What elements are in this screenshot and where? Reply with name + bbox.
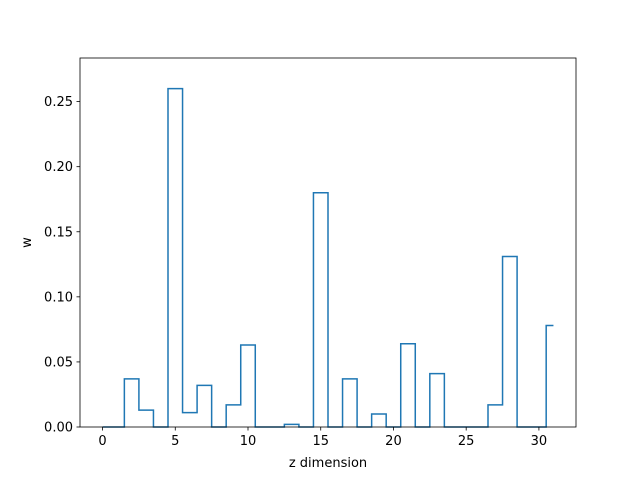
y-axis-title: w <box>20 237 35 248</box>
y-tick-label: 0.15 <box>44 225 73 240</box>
x-tick-label: 0 <box>98 434 106 449</box>
y-tick-label: 0.00 <box>44 421 73 436</box>
y-tick-label: 0.05 <box>44 355 73 370</box>
x-tick-label: 10 <box>240 434 257 449</box>
axes-frame <box>79 57 577 428</box>
x-tick-label: 30 <box>531 434 548 449</box>
x-tick-label: 25 <box>458 434 475 449</box>
axes-spines <box>79 57 577 428</box>
y-axis: 0.00 0.05 0.10 0.15 0.20 0.25 <box>44 95 80 436</box>
y-tick-label: 0.20 <box>44 160 73 175</box>
x-tick-label: 5 <box>171 434 179 449</box>
x-tick-label: 15 <box>312 434 329 449</box>
x-tick-label: 20 <box>385 434 402 449</box>
x-axis: 0 5 10 15 20 25 30 <box>98 427 547 449</box>
x-axis-title: z dimension <box>289 456 367 471</box>
y-tick-label: 0.10 <box>44 290 73 305</box>
y-tick-label: 0.25 <box>44 95 73 110</box>
